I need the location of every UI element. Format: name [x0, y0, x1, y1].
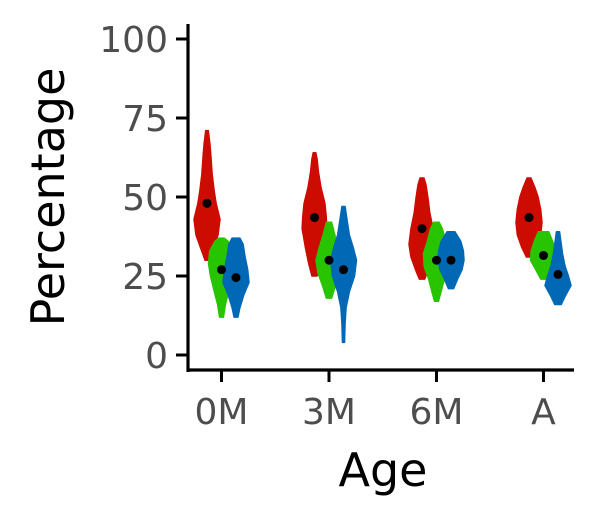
violin-A-series-3: [544, 231, 572, 306]
mean-point-A-series-3: [553, 269, 563, 279]
mean-point-6M-series-2: [432, 255, 441, 265]
x-tick-label: 0M: [195, 392, 249, 433]
x-ticks: 0M 3M 6M A: [195, 370, 556, 433]
x-axis-title: Age: [339, 443, 428, 497]
violins-layer: [193, 129, 572, 344]
x-tick-label: 3M: [302, 392, 356, 433]
mean-point-0M-series-1: [202, 198, 212, 208]
y-ticks: 0 25 50 75 100: [99, 20, 188, 377]
mean-point-0M-series-2: [217, 265, 226, 275]
mean-point-3M-series-3: [339, 265, 348, 275]
x-tick-label: A: [531, 392, 556, 433]
y-tick-label: 100: [99, 20, 168, 61]
violin-3M-series-3: [329, 205, 358, 344]
mean-point-A-series-2: [539, 250, 548, 260]
y-tick-label: 50: [122, 178, 168, 219]
mean-point-6M-series-1: [417, 224, 427, 234]
violin-0M-series-1: [193, 129, 221, 261]
y-tick-label: 75: [122, 99, 168, 140]
mean-point-6M-series-3: [446, 255, 456, 265]
mean-points-layer: [202, 198, 563, 283]
y-tick-label: 25: [122, 257, 168, 298]
mean-point-3M-series-1: [310, 213, 319, 223]
x-tick-label: 6M: [410, 392, 464, 433]
y-axis-title: Percentage: [21, 68, 75, 327]
y-tick-label: 0: [145, 336, 168, 377]
mean-point-A-series-1: [524, 213, 534, 223]
mean-point-3M-series-2: [324, 255, 334, 265]
mean-point-0M-series-3: [231, 273, 241, 283]
